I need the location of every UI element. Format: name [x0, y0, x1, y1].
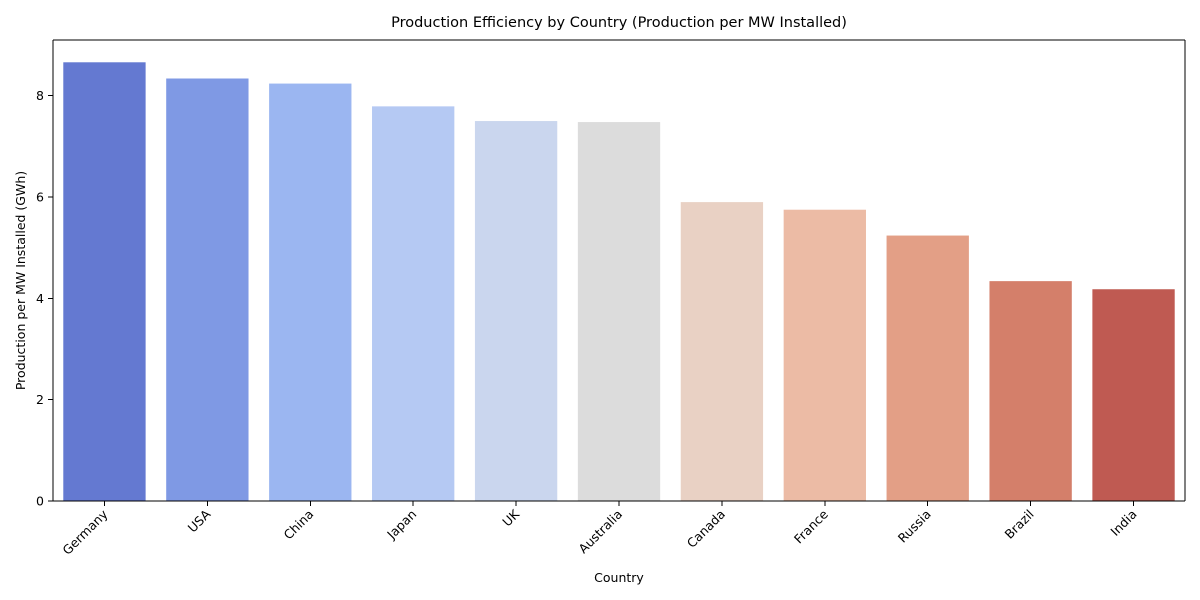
bar-india	[1092, 289, 1175, 501]
y-axis-label: Production per MW Installed (GWh)	[13, 171, 28, 390]
y-tick-label: 6	[36, 190, 44, 205]
bar-japan	[372, 106, 455, 502]
y-tick-label: 4	[36, 291, 44, 306]
x-tick-label-australia: Australia	[575, 507, 625, 557]
bar-russia	[886, 235, 969, 502]
x-tick-label-china: China	[281, 507, 317, 543]
x-tick-label-india: India	[1107, 507, 1139, 539]
x-tick-label-france: France	[791, 506, 831, 546]
bar-china	[269, 83, 352, 501]
bar-brazil	[989, 281, 1072, 501]
bar-usa	[166, 78, 249, 501]
x-tick-label-germany: Germany	[59, 506, 111, 558]
bar-uk	[474, 121, 558, 502]
x-tick-label-brazil: Brazil	[1001, 507, 1036, 542]
bar-australia	[577, 122, 661, 501]
bars-group	[63, 62, 1175, 502]
x-tick-label-japan: Japan	[383, 507, 419, 543]
x-tick-label-canada: Canada	[684, 507, 728, 551]
bar-canada	[680, 202, 764, 502]
chart-title: Production Efficiency by Country (Produc…	[391, 15, 847, 31]
y-tick-label: 2	[36, 392, 44, 407]
x-tick-label-uk: UK	[499, 506, 522, 529]
x-tick-label-russia: Russia	[895, 507, 934, 546]
x-axis-label: Country	[594, 570, 644, 585]
y-ticks-group: 0 2 4 6 8	[36, 88, 53, 509]
bar-france	[783, 209, 866, 501]
axes-group	[52, 39, 1186, 502]
y-tick-label: 8	[36, 88, 44, 103]
bar-germany	[63, 62, 146, 501]
x-ticks-group: Germany USA China Japan UK Australia Canada Fra…	[59, 501, 1140, 558]
y-tick-label: 0	[36, 494, 44, 509]
x-tick-label-usa: USA	[185, 506, 214, 535]
